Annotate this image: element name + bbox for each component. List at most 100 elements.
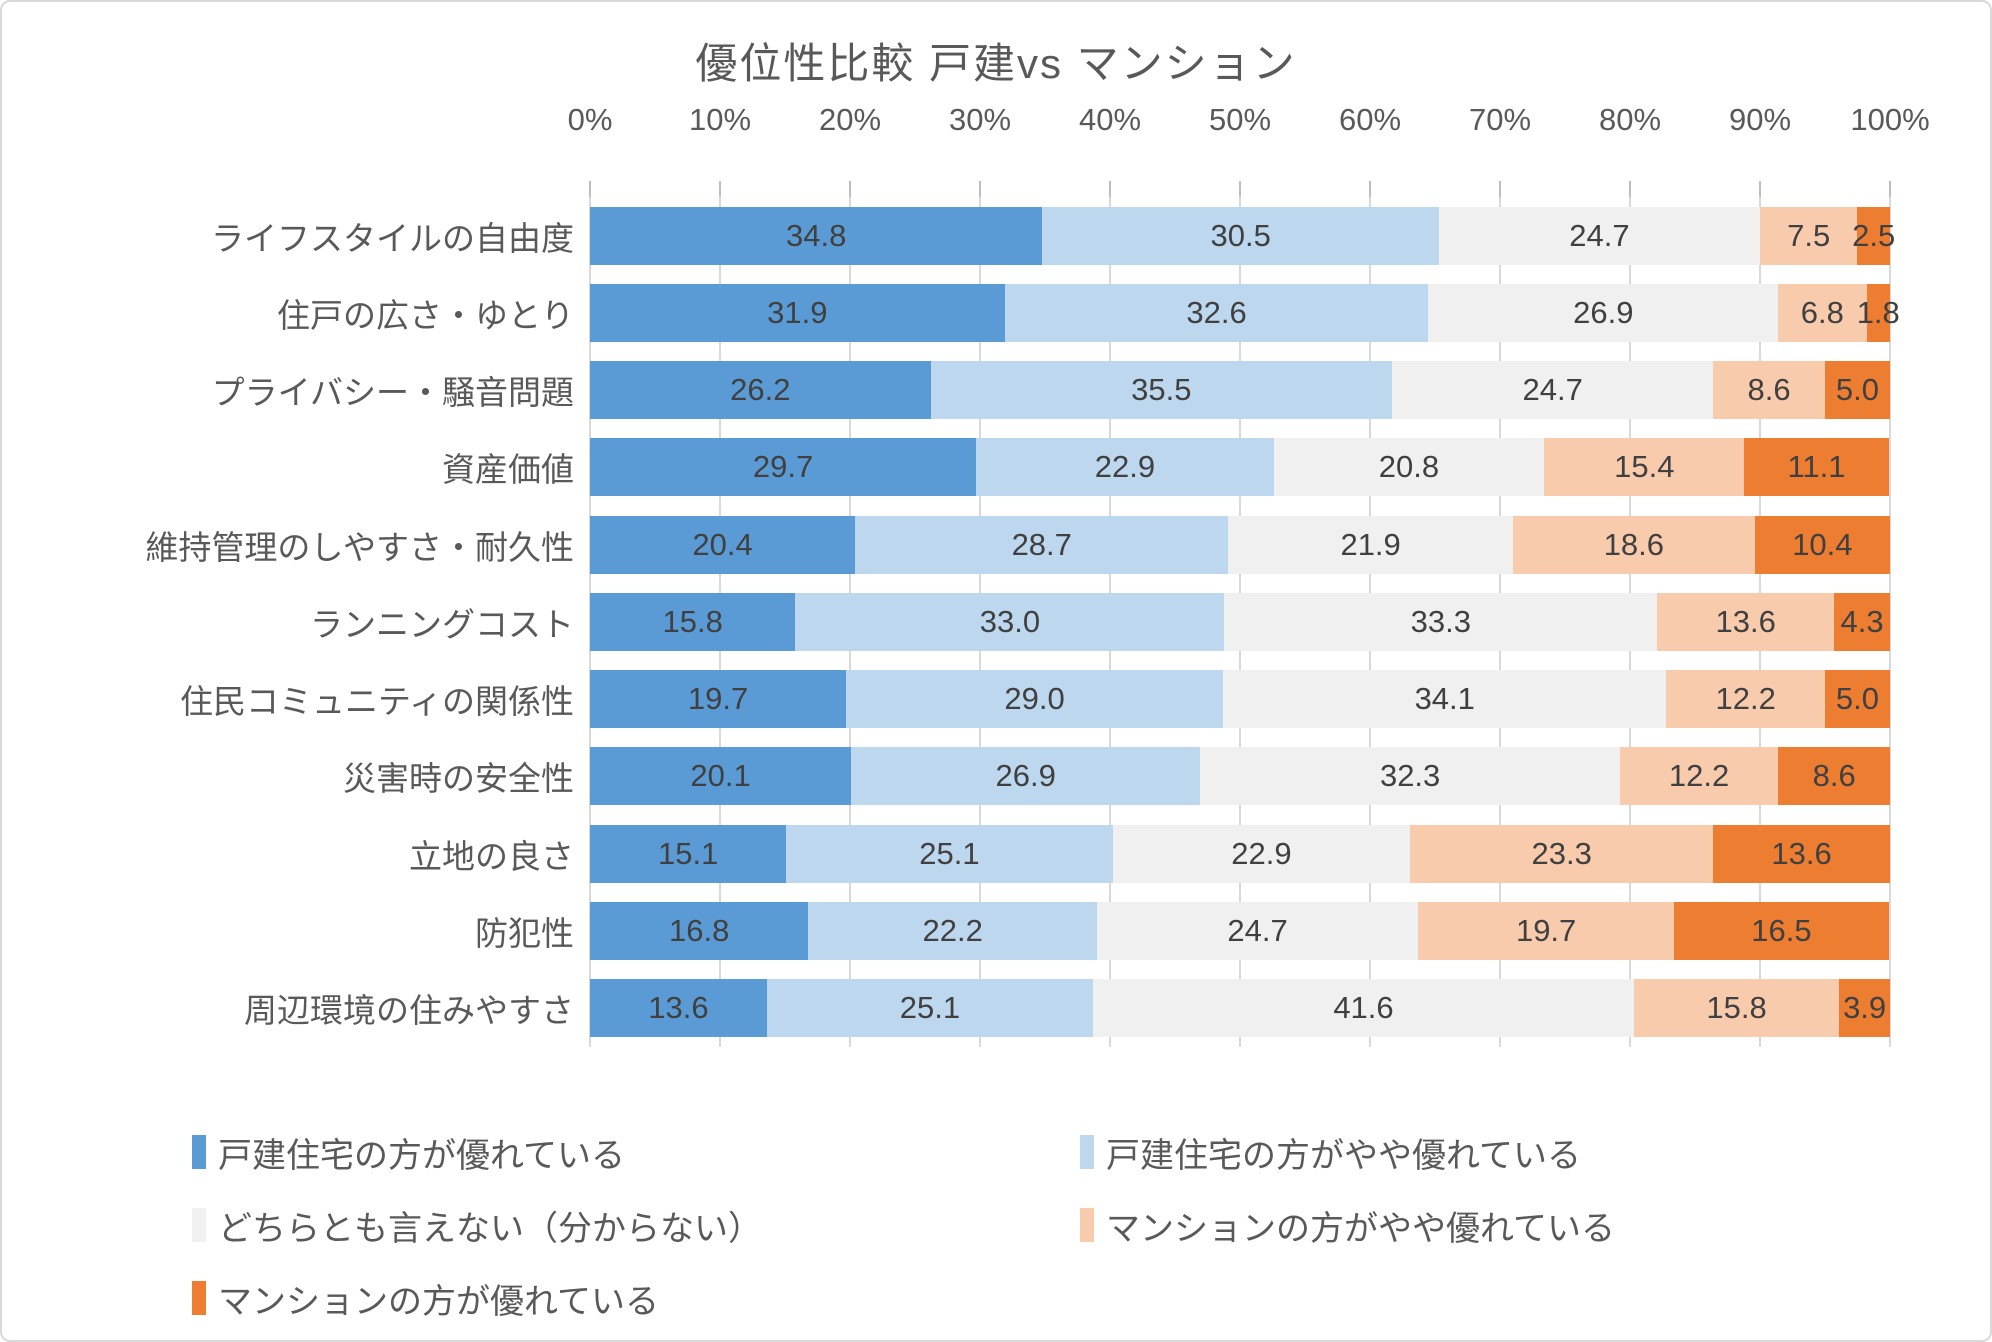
- bar-segment: 5.0: [1824, 361, 1890, 420]
- bar-segment: 15.8: [1633, 979, 1840, 1038]
- bar-segment: 15.8: [590, 592, 796, 651]
- value-label: 21.9: [1340, 526, 1401, 562]
- x-axis-tick-label: 100%: [1850, 102, 1930, 137]
- value-label: 20.1: [690, 758, 751, 794]
- x-axis-tick-mark: [1109, 181, 1111, 197]
- bar-segment: 26.2: [590, 361, 931, 420]
- value-label: 8.6: [1812, 758, 1856, 794]
- bar-segment: 7.5: [1759, 206, 1858, 265]
- stacked-bar: 29.7 22.9 20.8 15.4 11.1: [590, 438, 1890, 497]
- bar-segment: 26.9: [1428, 283, 1779, 342]
- value-label: 29.0: [1004, 681, 1065, 717]
- bar-segment: 6.8: [1778, 283, 1867, 342]
- bar-segment: 2.5: [1852, 206, 1895, 265]
- value-label: 32.6: [1186, 294, 1247, 330]
- value-label: 20.4: [692, 526, 753, 562]
- value-label: 32.3: [1379, 758, 1441, 794]
- legend-item: マンションの方が優れている: [192, 1270, 659, 1326]
- bar-segment: 29.0: [846, 670, 1224, 729]
- bar-segment: 4.3: [1834, 592, 1890, 651]
- bar-segment: 1.8: [1857, 283, 1900, 342]
- category-label: ランニングコスト: [310, 605, 574, 643]
- value-label: 16.5: [1751, 913, 1812, 949]
- bar-segment: 10.4: [1754, 515, 1890, 574]
- x-axis-tick-mark: [1759, 181, 1761, 197]
- value-label: 26.9: [995, 758, 1056, 794]
- legend-item: 戸建住宅の方が優れている: [192, 1124, 625, 1180]
- value-label: 1.8: [1856, 294, 1900, 330]
- bar-segment: 34.8: [590, 206, 1043, 265]
- legend-marker: [192, 1135, 206, 1169]
- legend-label: マンションの方がやや優れている: [1106, 1209, 1615, 1248]
- category-label: 防犯性: [475, 915, 574, 953]
- bar-segment: 28.7: [855, 515, 1229, 574]
- bar-segment: 32.3: [1200, 747, 1620, 806]
- x-axis-tick-mark: [719, 181, 721, 197]
- value-label: 5.0: [1835, 681, 1880, 717]
- legend-item: マンションの方がやや優れている: [1080, 1197, 1615, 1253]
- bar-segment: 18.6: [1512, 515, 1755, 574]
- value-label: 7.5: [1787, 217, 1831, 253]
- value-label: 10.4: [1792, 526, 1853, 562]
- bar-rows: ライフスタイルの自由度 34.8 30.5 24.7 7.5 2.5 住戸の広さ・ゆとり 31…: [2, 197, 1900, 1047]
- bar-segment: 13.6: [590, 979, 767, 1038]
- value-label: 34.8: [786, 217, 847, 253]
- value-label: 15.1: [657, 835, 719, 871]
- legend-marker: [1080, 1135, 1094, 1169]
- value-label: 19.7: [687, 681, 749, 717]
- bar-segment: 13.6: [1713, 824, 1890, 883]
- stacked-bar: 20.1 26.9 32.3 12.2 8.6: [590, 747, 1890, 806]
- bar-segment: 33.0: [795, 592, 1225, 651]
- category-label: 周辺環境の住みやすさ: [244, 992, 574, 1030]
- value-label: 24.7: [1227, 913, 1288, 949]
- bar-segment: 20.1: [590, 747, 852, 806]
- x-axis-tick-mark: [979, 181, 981, 197]
- legend: 戸建住宅の方が優れている 戸建住宅の方がやや優れている どちらとも言えない（分からな…: [2, 1124, 1990, 1334]
- value-label: 26.9: [1573, 294, 1634, 330]
- bar-segment: 19.7: [590, 670, 847, 729]
- bar-segment: 24.7: [1096, 902, 1419, 961]
- x-axis-tick-mark: [849, 181, 851, 197]
- value-label: 13.6: [1771, 835, 1832, 871]
- legend-label: どちらとも言えない（分からない）: [218, 1209, 762, 1248]
- value-label: 24.7: [1569, 217, 1630, 253]
- value-label: 5.0: [1835, 372, 1880, 408]
- bar-segment: 41.6: [1093, 979, 1634, 1038]
- bar-row: 周辺環境の住みやすさ 13.6 25.1 41.6 15.8 3.9: [2, 970, 1890, 1047]
- x-axis: 0% 10% 20% 30% 40% 50% 60% 70% 80% 90% 100%: [568, 102, 1930, 146]
- value-label: 2.5: [1852, 217, 1896, 253]
- stacked-bar: 16.8 22.2 24.7 19.7 16.5: [590, 902, 1890, 961]
- stacked-bar: 20.4 28.7 21.9 18.6 10.4: [590, 515, 1890, 574]
- x-axis-tick-label: 0%: [567, 102, 613, 137]
- value-label: 15.8: [662, 603, 723, 639]
- x-axis-tick-label: 20%: [818, 102, 882, 137]
- category-label: 維持管理のしやすさ・耐久性: [145, 528, 574, 566]
- bar-segment: 3.9: [1839, 979, 1890, 1038]
- category-label: 住民コミュニティの関係性: [179, 683, 574, 721]
- category-label: プライバシー・騒音問題: [211, 374, 574, 412]
- stacked-bar: 15.1 25.1 22.9 23.3 13.6: [590, 824, 1890, 883]
- bar-row: プライバシー・騒音問題 26.2 35.5 24.7 8.6 5.0: [2, 352, 1890, 429]
- value-label: 22.9: [1231, 835, 1292, 871]
- chart-title: 優位性比較 戸建vs マンション: [695, 40, 1297, 87]
- bar-row: 住民コミュニティの関係性 19.7 29.0 34.1 12.2 5.0: [2, 661, 1890, 738]
- category-label: 資産価値: [442, 451, 574, 489]
- value-label: 8.6: [1747, 372, 1791, 408]
- bar-segment: 8.6: [1713, 361, 1825, 420]
- stacked-bar: 31.9 32.6 26.9 6.8 1.8: [590, 283, 1900, 342]
- legend-marker: [192, 1281, 206, 1315]
- bar-row: 災害時の安全性 20.1 26.9 32.3 12.2 8.6: [2, 738, 1890, 815]
- value-label: 26.2: [730, 372, 791, 408]
- x-axis-tick-mark: [589, 181, 591, 197]
- bar-segment: 5.0: [1824, 670, 1890, 729]
- value-label: 25.1: [899, 990, 961, 1026]
- bar-segment: 33.3: [1224, 592, 1658, 651]
- value-label: 22.9: [1094, 449, 1156, 485]
- category-label: 立地の良さ: [409, 837, 574, 875]
- legend-label: 戸建住宅の方が優れている: [218, 1136, 625, 1175]
- value-label: 23.3: [1531, 835, 1592, 871]
- bar-segment: 23.3: [1410, 824, 1714, 883]
- value-label: 3.9: [1843, 990, 1887, 1026]
- x-axis-tick-label: 90%: [1728, 102, 1792, 137]
- bar-segment: 32.6: [1004, 283, 1429, 342]
